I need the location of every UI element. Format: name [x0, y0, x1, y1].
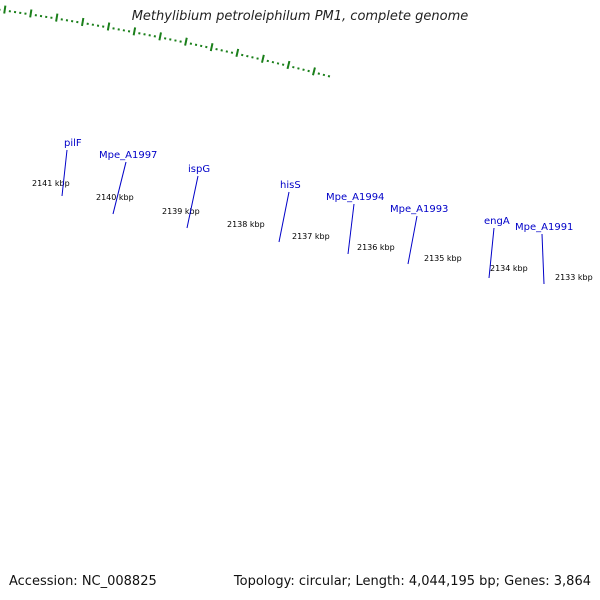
gene-label: Mpe_A1997	[99, 150, 157, 161]
inner-tick-mark	[312, 67, 316, 76]
inner-tick-mark	[158, 32, 162, 41]
inner-tick-mark	[55, 13, 59, 22]
gene-label: Mpe_A1994	[326, 192, 384, 203]
accession-text: Accession: NC_008825	[9, 574, 157, 589]
gene-label: Mpe_A1991	[515, 222, 573, 233]
map-title: Methylibium petroleiphilum PM1, complete…	[131, 9, 469, 24]
genome-summary-text: Topology: circular; Length: 4,044,195 bp…	[233, 574, 591, 589]
gene-leader-line	[407, 215, 418, 265]
gene-leader-line	[186, 175, 199, 229]
gene-label: hisS	[280, 180, 301, 191]
scale-tick-label: 2140 kbp	[96, 193, 134, 202]
inner-tick-track	[0, 5, 331, 78]
inner-tick-mark	[261, 54, 265, 63]
inner-tick-mark	[132, 27, 137, 36]
gene-leader-line	[61, 149, 68, 197]
scale-tick-label: 2138 kbp	[227, 220, 265, 229]
gene-leader-line	[488, 227, 495, 279]
gene-label: engA	[484, 216, 510, 227]
scale-tick-label: 2133 kbp	[555, 273, 593, 282]
inner-tick-mark	[29, 9, 33, 18]
scale-tick-label: 2139 kbp	[162, 207, 200, 216]
inner-tick-mark	[184, 37, 188, 46]
inner-tick-mark	[209, 43, 214, 52]
inner-tick-mark	[286, 60, 291, 70]
gene-label: pilF	[64, 138, 82, 149]
gene-leader-line	[347, 203, 355, 255]
gene-leader-line	[541, 233, 545, 285]
scale-tick-label: 2134 kbp	[490, 264, 528, 273]
gene-leader-line	[112, 161, 127, 215]
scale-tick-label: 2136 kbp	[357, 243, 395, 252]
gene-leader-line	[278, 191, 290, 243]
inner-tick-mark	[322, 73, 326, 77]
gene-labels: pilF Mpe_A1997 ispG hisS Mpe_A1994 Mpe_A1993e…	[61, 138, 573, 285]
scale-tick-label: 2141 kbp	[32, 179, 70, 188]
inner-tick-mark	[3, 5, 7, 14]
scale-tick-label: 2137 kbp	[292, 232, 330, 241]
gene-label: Mpe_A1993	[390, 204, 448, 215]
gene-label: ispG	[188, 164, 210, 175]
scale-tick-label: 2135 kbp	[424, 254, 462, 263]
inner-tick-mark	[327, 75, 331, 78]
scale-labels: 2141 kbp 2140 kbp 2139 kbp 2138 kbp 2137 kbp…	[32, 179, 593, 282]
inner-tick-mark	[81, 17, 85, 27]
inner-tick-mark	[106, 22, 111, 31]
inner-tick-mark	[235, 48, 240, 57]
